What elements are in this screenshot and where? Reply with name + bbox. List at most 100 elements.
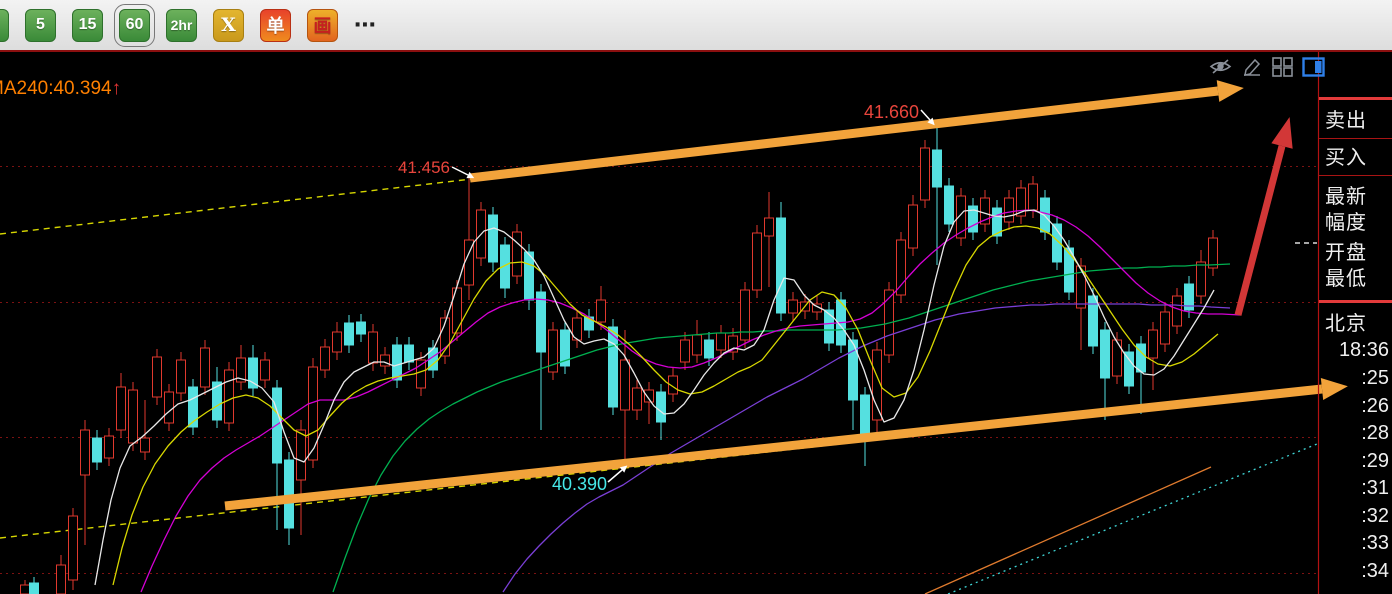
candlestick [740,289,750,341]
order-button[interactable]: 单 [260,8,291,42]
time-row-4: :31 [1361,477,1389,499]
candlestick [380,354,390,367]
arrow-head [927,117,935,126]
candlestick [812,303,822,313]
price-annotation: 40.390 [552,474,607,494]
timeframe-button-2hr[interactable]: 2hr [166,8,197,42]
draw-button[interactable]: 画 [307,8,338,42]
candlestick [356,321,366,335]
candlestick [944,185,954,225]
candlestick [620,359,630,411]
candlestick [296,429,306,481]
candlestick [1160,311,1170,345]
candlestick [872,349,882,421]
arrow-head [619,465,628,473]
drawn-arrow[interactable] [607,469,623,483]
candlestick [212,381,222,421]
ma240-violet-line [502,303,1231,593]
layout-panel-icon[interactable] [1302,56,1325,77]
candlestick [1184,283,1194,311]
quote-label-1: 幅度 [1325,210,1367,234]
candlestick [68,515,78,581]
timeframe-button-60[interactable]: 60 [114,3,155,47]
quote-label-3: 最低 [1325,266,1367,290]
candlestick [500,244,510,289]
candlestick [608,326,618,408]
time-row-3: :29 [1361,449,1389,472]
candlestick [368,331,378,364]
timeframe-button-5[interactable]: 5 [25,8,56,42]
panel-divider [1319,175,1392,176]
candlestick [548,329,558,373]
long-term-trendline[interactable] [947,443,1318,594]
candlestick [1088,295,1098,347]
candlestick [116,386,126,431]
candlestick [488,214,498,263]
toolbar: 5 15 60 2hr X 单画 ⋯ [0,0,1392,52]
timeframe-button-15[interactable]: 15 [72,8,103,42]
candlestick [344,322,354,346]
candlestick [104,435,114,459]
drawn-arrow[interactable] [469,86,1219,183]
pencil-icon[interactable] [1240,56,1263,77]
long-term-trendline[interactable] [924,466,1212,594]
candlestick [416,359,426,389]
panel-divider [1319,300,1392,303]
eye-off-icon[interactable] [1209,56,1232,77]
candlestick [632,387,642,411]
candlestick [284,459,294,529]
candlestick [1016,187,1026,217]
candlestick [1148,329,1158,359]
candlestick [236,357,246,383]
candlestick [728,335,738,353]
candlestick [704,339,714,359]
candlestick [140,437,150,453]
candlestick [80,429,90,476]
candlestick [1124,351,1134,387]
candlestick [164,391,174,424]
candlestick [980,197,990,225]
panel-divider [1319,97,1392,100]
candlestick [152,356,162,398]
candlestick [224,369,234,424]
chart-background [0,50,1392,594]
price-annotation: 41.660 [864,102,919,122]
close-tool-button[interactable]: X [213,8,244,42]
more-button[interactable]: ⋯ [354,12,379,37]
candlestick [1172,295,1182,327]
candlestick [404,344,414,363]
candlestick [128,389,138,444]
time-row-5: :32 [1361,504,1389,527]
drawn-arrow[interactable] [451,166,469,176]
timeframe-button-partial[interactable] [0,8,9,42]
beijing-time: 18:36 [1338,339,1389,361]
drawn-arrow[interactable] [224,384,1323,511]
drawn-arrow[interactable] [1234,145,1286,316]
candlestick [332,331,342,353]
candlestick [1196,261,1206,297]
candlestick [932,149,942,188]
candlestick [176,359,186,394]
ma240-label: MA240:40.394↑ [0,78,121,99]
quote-label-2: 开盘 [1325,240,1367,264]
beijing-label: 北京 [1325,311,1367,335]
candlestick [20,584,30,594]
drawn-arrow[interactable] [920,109,931,121]
buy-button[interactable]: 买入 [1325,145,1367,169]
quote-panel: 卖出 买入 最新 幅度 开盘 最低 北京 18:36:25:26:28:29:31:32:33… [1319,50,1392,594]
candlestick [908,204,918,249]
sell-button[interactable]: 卖出 [1325,108,1367,132]
candlestick [1004,197,1014,223]
candlestick [680,339,690,363]
candlestick [776,217,786,314]
candlestick [788,299,798,314]
candlestick [920,147,930,201]
candlestick [716,332,726,351]
grid-icon[interactable] [1271,56,1294,77]
chart-icon-bar [1209,56,1325,77]
ma-magenta-line [140,209,1241,593]
time-row-6: :33 [1361,532,1389,554]
quote-label-0: 最新 [1325,184,1367,208]
candlestick [596,299,606,323]
